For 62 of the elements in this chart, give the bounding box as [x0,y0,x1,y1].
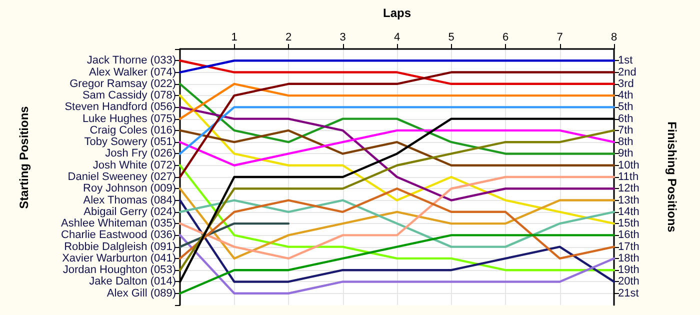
line-series [178,164,616,272]
text: Starting Positions [17,106,31,209]
category-label: Charlie Eastwood (036) [61,229,176,242]
y2-tick-label: 11th [618,171,639,183]
y2-tick-label: 4th [618,90,634,102]
y2-tick-label: 7th [618,124,634,136]
category-label: Jordan Houghton (053) [62,264,176,276]
x-tick-label: 1 [231,32,238,44]
line-series [178,71,616,178]
category-label: Jake Dalton (014) [89,276,176,288]
category-label: Josh Fry (026) [105,148,176,160]
y2-tick-label: 21st [618,287,639,300]
line-series [178,129,616,166]
category-label: Toby Sowery (051) [84,136,176,148]
y2-tick-label: 6th [618,112,634,125]
y2-tick-label: 5th [618,101,634,114]
y2-tick-label: 16th [618,229,640,242]
y2-tick-label: 2nd [618,66,636,78]
y2-axis-title: Finishing Positions [665,122,679,233]
y2-tick-label: 9th [618,148,634,160]
x-tick-label: 2 [285,32,292,44]
y2-tick-label: 15th [618,218,640,230]
line-series [178,199,616,248]
line-series [178,234,616,294]
category-label: Josh White (072) [92,159,176,172]
y2-tick-label: 3rd [618,78,634,90]
category-label: Alex Thomas (084) [83,194,176,206]
y2-tick-label: 8th [618,136,634,148]
category-label: Roy Johnson (009) [83,182,176,195]
y2-tick-label: 13th [618,194,640,206]
category-label: Luke Hughes (075) [82,112,176,125]
category-label: Gregor Ramsay (022) [70,78,176,90]
y2-tick-label: 14th [618,206,640,218]
category-label: Steven Handford (056) [64,101,176,114]
y2-tick-label: 17th [618,240,640,253]
line-series [178,106,616,202]
y2-tick-label: 1st [618,54,633,67]
x-tick-label: 3 [340,32,346,44]
y2-tick-label: 18th [618,252,640,264]
category-label: Alex Gill (089) [106,287,176,300]
category-label: Jack Thorne (033) [86,54,176,67]
category-label: Craig Coles (016) [90,124,176,136]
line-series [178,199,616,283]
x-tick-label: 6 [502,32,509,44]
x-tick-label: 7 [556,32,563,44]
x-axis-title: Laps [382,6,412,20]
line-series [178,82,616,155]
y2-tick-label: 20th [618,276,640,288]
y2-tick-label: 12th [618,182,640,195]
y2-tick-label: 19th [618,264,640,276]
category-label: Abigail Gerry (024) [84,206,176,218]
y2-tick-label: 10th [618,159,640,172]
category-label: Alex Walker (074) [88,66,176,78]
category-label: Sam Cassidy (078) [82,90,176,102]
line-series [178,94,616,225]
category-label: Ashlee Whiteman (035) [61,218,176,230]
x-tick-label: 8 [610,32,618,44]
x-tick-label: 5 [448,32,454,44]
category-label: Xavier Warburton (041) [62,252,176,264]
category-label: Daniel Sweeney (027) [68,171,176,183]
x-tick-label: 4 [394,32,400,44]
category-label: Robbie Dalgleish (091) [64,240,176,253]
